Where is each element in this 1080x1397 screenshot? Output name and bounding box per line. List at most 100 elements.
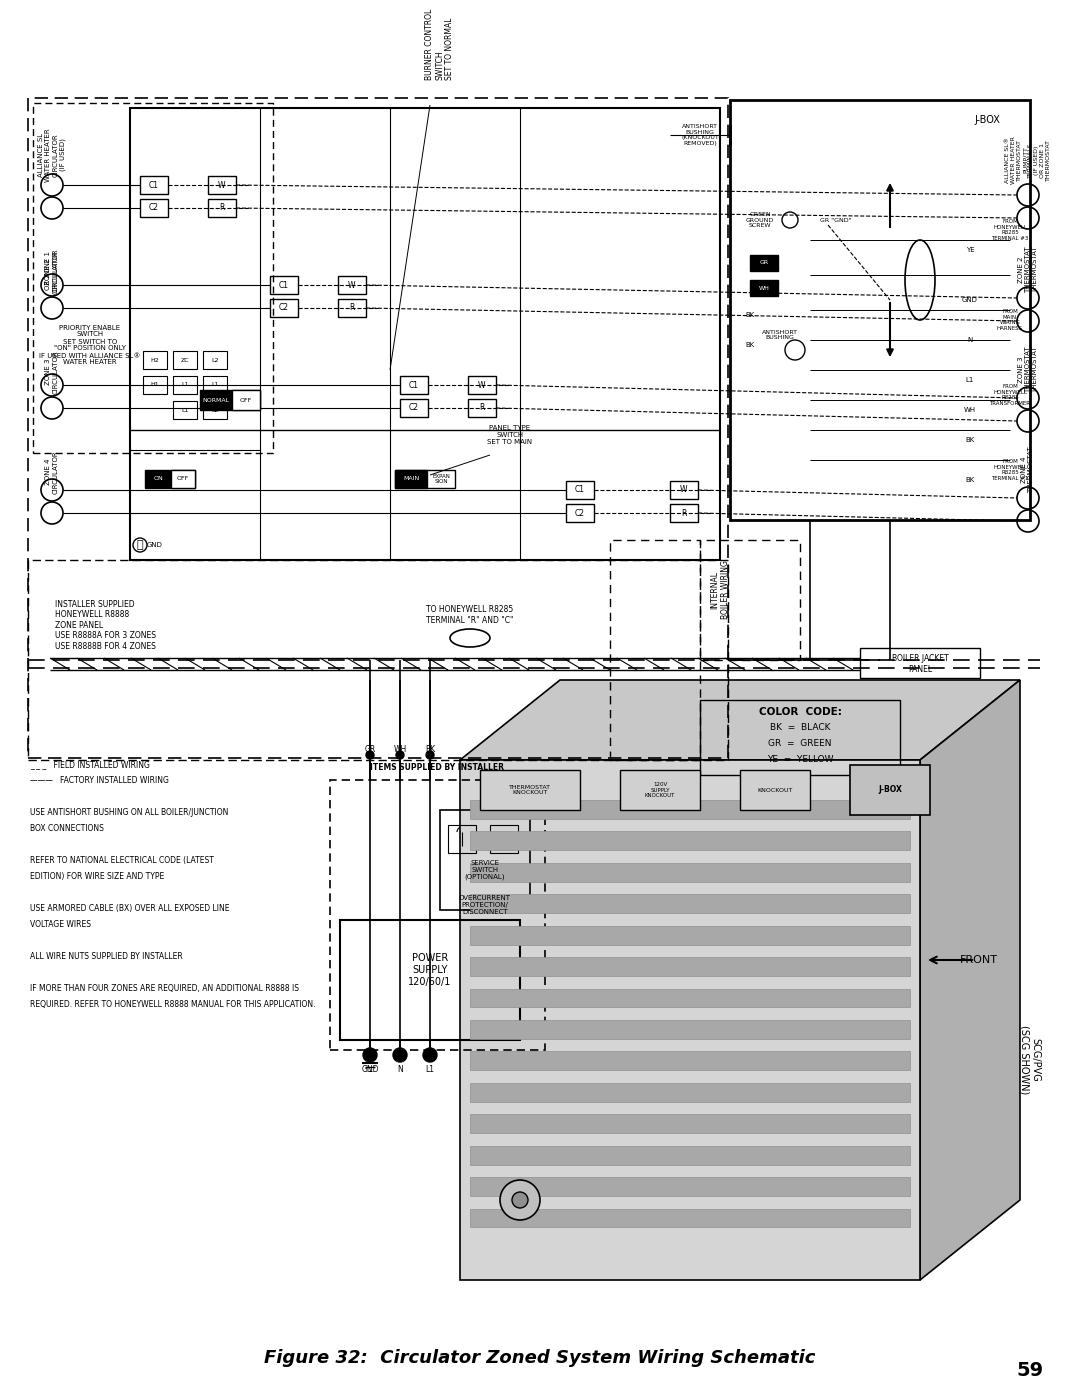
Text: SCG/PVG
(SCG SHOWN): SCG/PVG (SCG SHOWN) bbox=[1020, 1025, 1041, 1095]
Text: EDITION) FOR WIRE SIZE AND TYPE: EDITION) FOR WIRE SIZE AND TYPE bbox=[30, 872, 164, 882]
Text: GR "GND": GR "GND" bbox=[820, 218, 852, 222]
Text: L1: L1 bbox=[966, 377, 974, 383]
Circle shape bbox=[423, 1048, 437, 1062]
Polygon shape bbox=[470, 1146, 910, 1165]
Bar bbox=[700, 541, 800, 659]
Bar bbox=[740, 770, 810, 810]
Text: ITEMS SUPPLIED BY INSTALLER: ITEMS SUPPLIED BY INSTALLER bbox=[370, 763, 504, 773]
Text: FROM
MAIN
WIRING
HARNESS: FROM MAIN WIRING HARNESS bbox=[997, 309, 1023, 331]
Circle shape bbox=[393, 1048, 407, 1062]
Bar bbox=[330, 780, 545, 1051]
Circle shape bbox=[426, 752, 434, 759]
Text: ANTISHORT
BUSHING
(KNOCKOUT
REMOVED): ANTISHORT BUSHING (KNOCKOUT REMOVED) bbox=[681, 124, 719, 147]
Bar bbox=[448, 826, 476, 854]
Text: THERMOSTAT
KNOCKOUT: THERMOSTAT KNOCKOUT bbox=[509, 785, 551, 795]
Text: GND: GND bbox=[962, 298, 977, 303]
Bar bbox=[395, 469, 455, 488]
Text: BK: BK bbox=[424, 746, 435, 754]
Text: C1: C1 bbox=[279, 281, 289, 289]
Bar bbox=[143, 376, 167, 394]
Text: POWER
SUPPLY
120/60/1: POWER SUPPLY 120/60/1 bbox=[408, 953, 451, 986]
Text: C1: C1 bbox=[409, 380, 419, 390]
Text: ZONE 4
CIRCULATOR: ZONE 4 CIRCULATOR bbox=[45, 450, 58, 493]
Text: ZONE 3
CIRCULATOR: ZONE 3 CIRCULATOR bbox=[45, 351, 58, 394]
Text: ⏚: ⏚ bbox=[137, 541, 144, 550]
Polygon shape bbox=[470, 831, 910, 851]
Text: IF MORE THAN FOUR ZONES ARE REQUIRED, AN ADDITIONAL R8888 IS: IF MORE THAN FOUR ZONES ARE REQUIRED, AN… bbox=[30, 983, 299, 993]
Text: ———   FACTORY INSTALLED WIRING: ——— FACTORY INSTALLED WIRING bbox=[30, 775, 168, 785]
Text: L1: L1 bbox=[181, 408, 189, 412]
Polygon shape bbox=[470, 1115, 910, 1133]
Text: WH: WH bbox=[964, 407, 976, 414]
Text: OFF: OFF bbox=[177, 476, 189, 482]
Text: 120V
SUPPLY
KNOCKOUT: 120V SUPPLY KNOCKOUT bbox=[645, 782, 675, 798]
Text: GND: GND bbox=[361, 1066, 379, 1074]
Text: N: N bbox=[968, 337, 973, 344]
Bar bbox=[468, 376, 496, 394]
Bar bbox=[850, 766, 930, 814]
Bar bbox=[440, 810, 530, 909]
Bar bbox=[340, 921, 519, 1039]
Text: BK: BK bbox=[966, 476, 974, 483]
Text: OR ZONE 1
CIRCULATOR: OR ZONE 1 CIRCULATOR bbox=[45, 249, 58, 292]
Text: ZONE 3
THERMOSTAT
THERMOSTAT: ZONE 3 THERMOSTAT THERMOSTAT bbox=[1018, 346, 1038, 394]
Text: C2: C2 bbox=[409, 404, 419, 412]
Text: FROM
HONEYWELL
R8285
TERMINAL #3: FROM HONEYWELL R8285 TERMINAL #3 bbox=[991, 219, 1028, 242]
Text: WH: WH bbox=[393, 746, 407, 754]
Text: FRONT: FRONT bbox=[960, 956, 998, 965]
Text: NORMAL: NORMAL bbox=[202, 398, 230, 402]
Text: ALL WIRE NUTS SUPPLIED BY INSTALLER: ALL WIRE NUTS SUPPLIED BY INSTALLER bbox=[30, 951, 183, 961]
Circle shape bbox=[363, 1048, 377, 1062]
Text: ANTISHORT
BUSHING: ANTISHORT BUSHING bbox=[762, 330, 798, 341]
Bar bbox=[208, 198, 237, 217]
Bar bbox=[400, 400, 428, 416]
Text: ZC: ZC bbox=[180, 358, 189, 362]
Circle shape bbox=[512, 1192, 528, 1208]
Text: GR: GR bbox=[759, 260, 769, 265]
Polygon shape bbox=[470, 1020, 910, 1039]
Text: ZONE 4
THERMOSTAT: ZONE 4 THERMOSTAT bbox=[1022, 447, 1035, 493]
Text: SWITCH: SWITCH bbox=[435, 50, 445, 80]
Text: C2: C2 bbox=[279, 303, 289, 313]
Text: R: R bbox=[219, 204, 225, 212]
Text: ALLIANCE SL
WATER HEATER
CIRCULATOR
(IF USED): ALLIANCE SL WATER HEATER CIRCULATOR (IF … bbox=[38, 129, 66, 182]
Text: BK: BK bbox=[745, 342, 755, 348]
Bar bbox=[208, 176, 237, 194]
Text: BK: BK bbox=[966, 437, 974, 443]
Polygon shape bbox=[470, 926, 910, 944]
Text: BOILER JACKET
PANEL: BOILER JACKET PANEL bbox=[892, 654, 948, 673]
Text: R: R bbox=[681, 509, 687, 517]
Polygon shape bbox=[470, 1178, 910, 1196]
Text: KNOCKOUT: KNOCKOUT bbox=[757, 788, 793, 792]
Text: OVERCURRENT
PROTECTION/
DISCONNECT: OVERCURRENT PROTECTION/ DISCONNECT bbox=[459, 895, 511, 915]
Polygon shape bbox=[470, 863, 910, 882]
Text: R: R bbox=[349, 303, 354, 313]
Bar bbox=[203, 351, 227, 369]
Text: R: R bbox=[480, 404, 485, 412]
Bar bbox=[200, 390, 260, 409]
Text: GR  =  GREEN: GR = GREEN bbox=[768, 739, 832, 749]
Text: USE ARMORED CABLE (BX) OVER ALL EXPOSED LINE: USE ARMORED CABLE (BX) OVER ALL EXPOSED … bbox=[30, 904, 229, 914]
Text: J-BOX: J-BOX bbox=[878, 785, 902, 795]
Polygon shape bbox=[470, 957, 910, 977]
Bar bbox=[620, 770, 700, 810]
Text: W: W bbox=[218, 180, 226, 190]
Bar bbox=[232, 390, 260, 409]
Bar bbox=[203, 376, 227, 394]
Bar bbox=[610, 541, 700, 760]
Text: GREEN
GROUND
SCREW: GREEN GROUND SCREW bbox=[746, 212, 774, 228]
Text: W: W bbox=[680, 486, 688, 495]
Text: YE: YE bbox=[966, 247, 974, 253]
Circle shape bbox=[366, 752, 374, 759]
Text: COLOR  CODE:: COLOR CODE: bbox=[758, 707, 841, 717]
Text: J-BOX: J-BOX bbox=[974, 115, 1000, 124]
Text: REFER TO NATIONAL ELECTRICAL CODE (LATEST: REFER TO NATIONAL ELECTRICAL CODE (LATES… bbox=[30, 856, 214, 865]
Bar bbox=[338, 299, 366, 317]
Bar bbox=[140, 176, 168, 194]
Bar bbox=[700, 700, 900, 775]
Polygon shape bbox=[460, 760, 920, 1280]
Text: BURNER CONTROL: BURNER CONTROL bbox=[426, 8, 434, 80]
Polygon shape bbox=[470, 989, 910, 1007]
Text: INTERNAL
BOILER WIRING: INTERNAL BOILER WIRING bbox=[711, 560, 730, 619]
Text: WH: WH bbox=[758, 285, 769, 291]
